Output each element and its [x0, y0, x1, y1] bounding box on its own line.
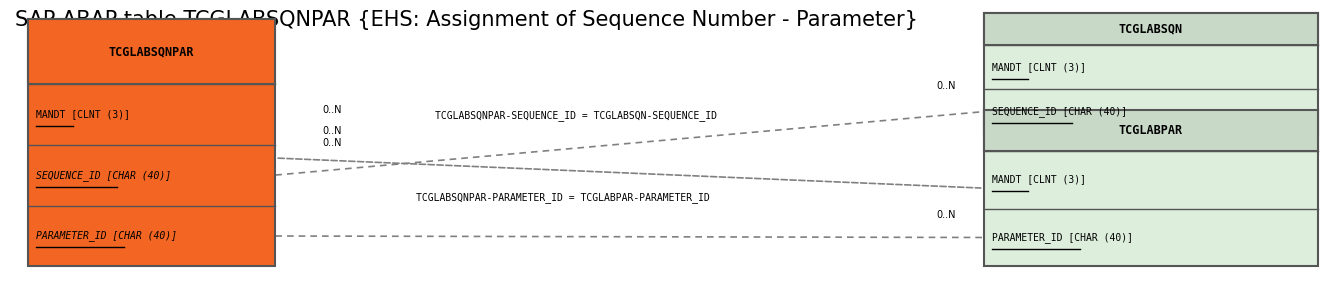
Text: 0..N: 0..N — [323, 126, 341, 136]
Text: MANDT [CLNT (3)]: MANDT [CLNT (3)] — [36, 109, 130, 119]
Text: PARAMETER_ID [CHAR (40)]: PARAMETER_ID [CHAR (40)] — [36, 230, 177, 241]
Bar — [984, 13, 1318, 45]
Text: SEQUENCE_ID [CHAR (40)]: SEQUENCE_ID [CHAR (40)] — [992, 106, 1126, 117]
Text: MANDT [CLNT (3)]: MANDT [CLNT (3)] — [992, 174, 1086, 185]
Bar — [984, 13, 1318, 134]
Bar — [984, 110, 1318, 267]
Text: MANDT [CLNT (3)]: MANDT [CLNT (3)] — [992, 62, 1086, 72]
Text: SAP ABAP table TCGLABSQNPAR {EHS: Assignment of Sequence Number - Parameter}: SAP ABAP table TCGLABSQNPAR {EHS: Assign… — [15, 10, 917, 30]
Text: 0..N: 0..N — [937, 210, 956, 220]
Text: TCGLABPAR: TCGLABPAR — [1118, 124, 1182, 137]
Bar — [28, 19, 276, 267]
Text: PARAMETER_ID [CHAR (40)]: PARAMETER_ID [CHAR (40)] — [992, 232, 1133, 243]
Text: TCGLABSQNPAR: TCGLABSQNPAR — [108, 45, 194, 58]
Text: 0..N: 0..N — [323, 138, 341, 148]
Bar — [28, 19, 276, 84]
Text: 0..N: 0..N — [937, 81, 956, 91]
Text: TCGLABSQN: TCGLABSQN — [1118, 22, 1182, 36]
Text: TCGLABSQNPAR-PARAMETER_ID = TCGLABPAR-PARAMETER_ID: TCGLABSQNPAR-PARAMETER_ID = TCGLABPAR-PA… — [415, 192, 710, 203]
Text: TCGLABSQNPAR-SEQUENCE_ID = TCGLABSQN-SEQUENCE_ID: TCGLABSQNPAR-SEQUENCE_ID = TCGLABSQN-SEQ… — [435, 110, 716, 121]
Text: SEQUENCE_ID [CHAR (40)]: SEQUENCE_ID [CHAR (40)] — [36, 170, 171, 181]
Text: 0..N: 0..N — [323, 105, 341, 115]
Bar — [984, 110, 1318, 150]
